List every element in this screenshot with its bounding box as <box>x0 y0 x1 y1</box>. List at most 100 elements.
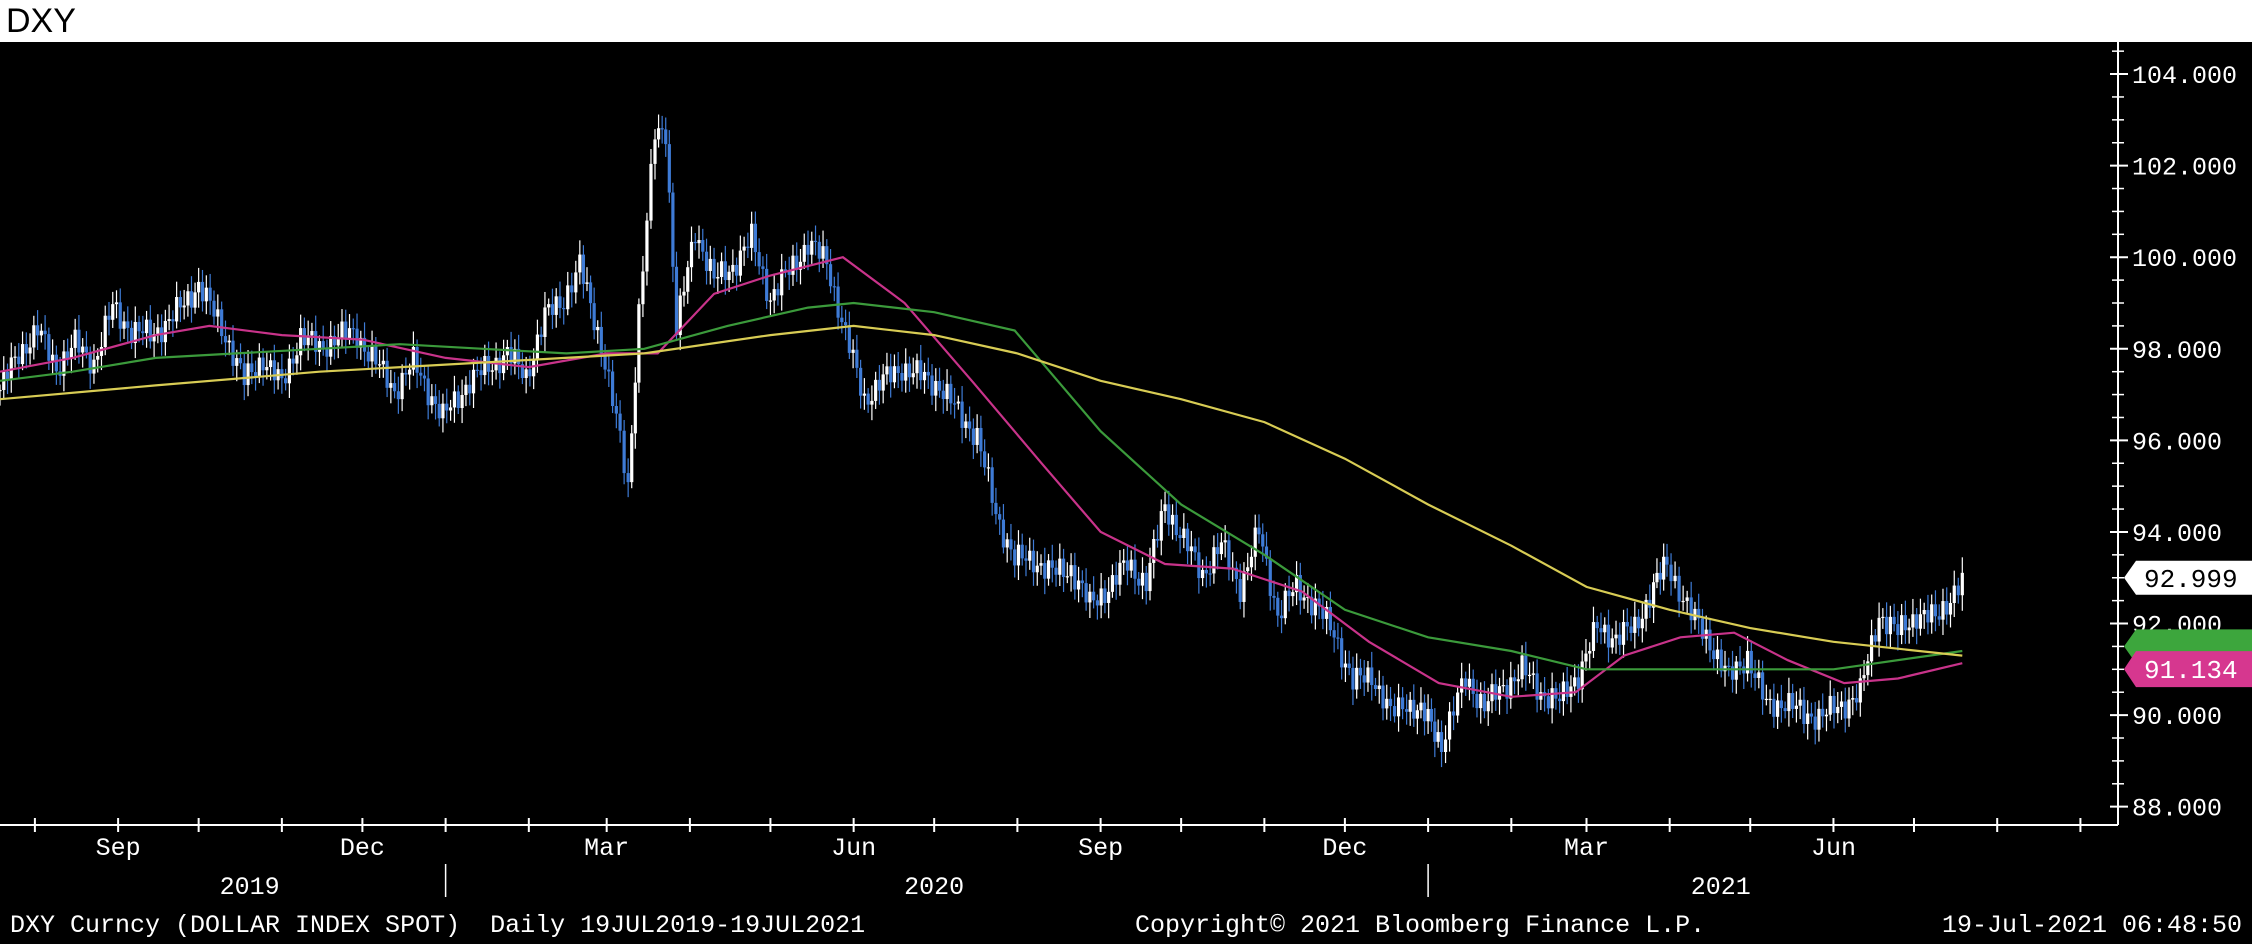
candle <box>389 369 393 404</box>
candle <box>1193 538 1197 561</box>
candle <box>129 320 134 350</box>
candle <box>738 235 742 282</box>
candle <box>1772 683 1776 728</box>
candle <box>1264 531 1269 566</box>
candle <box>1370 651 1374 701</box>
x-year-label: 2020 <box>904 873 964 902</box>
candle <box>212 290 216 325</box>
candle <box>626 458 630 498</box>
candle <box>253 360 258 391</box>
candle <box>1170 504 1175 540</box>
candle <box>1426 694 1430 734</box>
candle <box>1745 636 1750 682</box>
candle <box>798 248 803 285</box>
candle <box>448 399 453 421</box>
ma-mid-line <box>0 301 1963 671</box>
candle <box>223 320 228 357</box>
candle <box>381 349 385 378</box>
candle <box>960 386 964 444</box>
candle <box>1058 543 1062 586</box>
candle <box>813 225 818 256</box>
candle <box>1903 600 1907 644</box>
candle <box>1144 565 1148 605</box>
candle <box>892 354 897 389</box>
candle <box>1467 663 1472 701</box>
candle <box>761 256 765 285</box>
candle <box>1460 662 1464 709</box>
candle <box>1415 704 1419 735</box>
candle <box>437 390 441 427</box>
candle <box>1246 552 1250 581</box>
candle <box>1791 683 1795 719</box>
candle <box>1580 650 1584 703</box>
candle <box>1794 691 1799 723</box>
candle <box>859 359 863 409</box>
candle <box>1159 499 1163 556</box>
candle <box>1535 659 1539 713</box>
candle <box>54 345 58 385</box>
candle <box>1283 583 1287 625</box>
date-axis-panel <box>0 825 2252 944</box>
candle <box>618 400 622 443</box>
candle <box>840 305 844 334</box>
candle <box>291 346 295 376</box>
candle <box>1313 583 1317 630</box>
candle <box>1174 500 1178 542</box>
candle <box>1204 556 1208 588</box>
candle <box>24 332 28 369</box>
candle <box>900 363 904 392</box>
candle <box>1043 547 1047 595</box>
candle <box>377 349 382 379</box>
candle <box>1753 659 1757 691</box>
candle <box>1847 687 1851 727</box>
candle <box>246 350 250 397</box>
candle <box>881 363 885 404</box>
chart-background <box>0 42 2118 825</box>
candle <box>1294 561 1299 606</box>
candle <box>630 425 634 489</box>
candle <box>1930 594 1934 634</box>
candle <box>968 406 972 442</box>
candle <box>1527 662 1532 684</box>
candlestick-series <box>0 114 1964 768</box>
candle <box>204 275 208 315</box>
candle <box>1787 677 1791 727</box>
candle <box>802 233 806 269</box>
candle <box>742 236 746 266</box>
candle <box>704 238 709 285</box>
candle <box>261 348 265 386</box>
candle <box>1697 593 1701 634</box>
candle <box>885 352 889 385</box>
candle <box>1783 701 1787 719</box>
candle <box>870 385 874 421</box>
candle <box>1482 681 1487 719</box>
candle <box>1261 523 1265 563</box>
footer-timestamp: 19-Jul-2021 06:48:50 <box>1942 911 2242 940</box>
candle <box>114 290 119 319</box>
candle <box>689 226 694 282</box>
candle <box>990 457 994 516</box>
y-tick-label: 98.000 <box>2132 337 2222 366</box>
candle <box>783 260 788 278</box>
candle <box>73 318 77 360</box>
candle <box>1024 545 1028 577</box>
candle <box>1050 544 1054 583</box>
y-tick-label: 102.000 <box>2132 154 2237 183</box>
candle <box>1651 573 1656 623</box>
candle <box>92 344 96 384</box>
candle <box>1287 575 1291 612</box>
candle <box>1152 529 1156 579</box>
candle <box>235 349 239 382</box>
candle <box>1479 682 1483 724</box>
candle <box>1689 581 1693 634</box>
y-tick-label: 96.000 <box>2132 428 2222 457</box>
candle <box>1362 660 1366 696</box>
ma-short-badge <box>2124 651 2252 688</box>
candle <box>0 384 2 406</box>
candle <box>1494 669 1498 711</box>
candle <box>1565 666 1569 705</box>
candle <box>1658 562 1662 595</box>
candle <box>43 315 47 350</box>
candle <box>1843 687 1847 733</box>
candle <box>1524 641 1528 691</box>
